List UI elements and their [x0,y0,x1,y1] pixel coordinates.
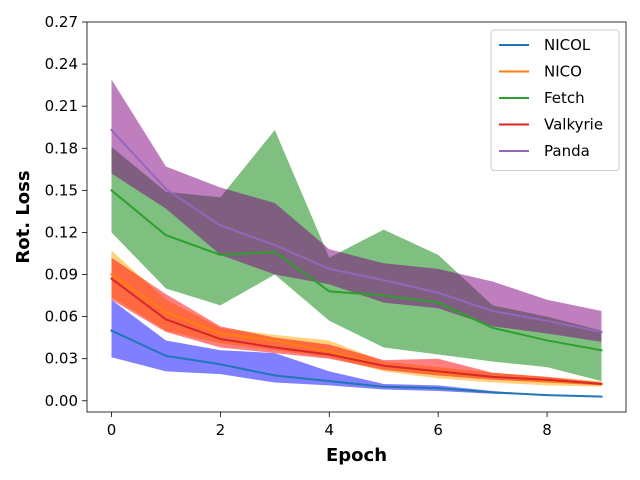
y-tick-label: 0.27 [45,13,78,31]
legend-box [490,29,620,171]
x-axis-label: Epoch [326,445,387,466]
y-tick-label: 0.03 [45,350,78,368]
x-tick-label: 2 [216,421,226,439]
line-valkyrie [110,277,603,386]
legend-label: Valkyrie [544,116,603,134]
x-tick-label: 8 [542,421,552,439]
legend-label: NICO [544,63,582,81]
x-axis-ticks: 0 2 4 6 8 [107,412,552,439]
y-axis-label: Rot. Loss [13,170,34,263]
x-tick-label: 4 [325,421,335,439]
line-fetch [110,188,603,352]
plot-area-frame [86,21,627,413]
x-tick-label: 0 [107,421,117,439]
y-tick-label: 0.06 [45,308,78,326]
y-tick-label: 0.15 [45,181,78,199]
line-panda [110,128,603,334]
legend-item-nicol: NICOL [499,36,591,54]
legend-label: NICOL [544,36,591,54]
y-tick-label: 0.21 [45,97,78,115]
y-tick-label: 0.00 [45,392,78,410]
legend-item-nico: NICO [499,63,582,81]
legend-label: Panda [544,142,590,160]
y-tick-label: 0.12 [45,223,78,241]
line-nicol [110,329,603,398]
x-tick-label: 6 [433,421,443,439]
band-nicol [111,299,602,397]
band-panda [111,79,602,342]
series-lines [110,128,603,398]
legend-item-valkyrie: Valkyrie [499,116,603,134]
legend: NICOL NICO Fetch Valkyrie Panda [490,29,620,171]
y-tick-label: 0.24 [45,55,78,73]
legend-item-fetch: Fetch [499,89,585,107]
y-axis-ticks: 0.00 0.03 0.06 0.09 0.12 0.15 0.18 0.21 0.24 0.27 [45,13,87,410]
legend-item-panda: Panda [499,142,590,160]
y-tick-label: 0.18 [45,139,78,157]
y-tick-label: 0.09 [45,266,78,284]
legend-label: Fetch [544,89,585,107]
